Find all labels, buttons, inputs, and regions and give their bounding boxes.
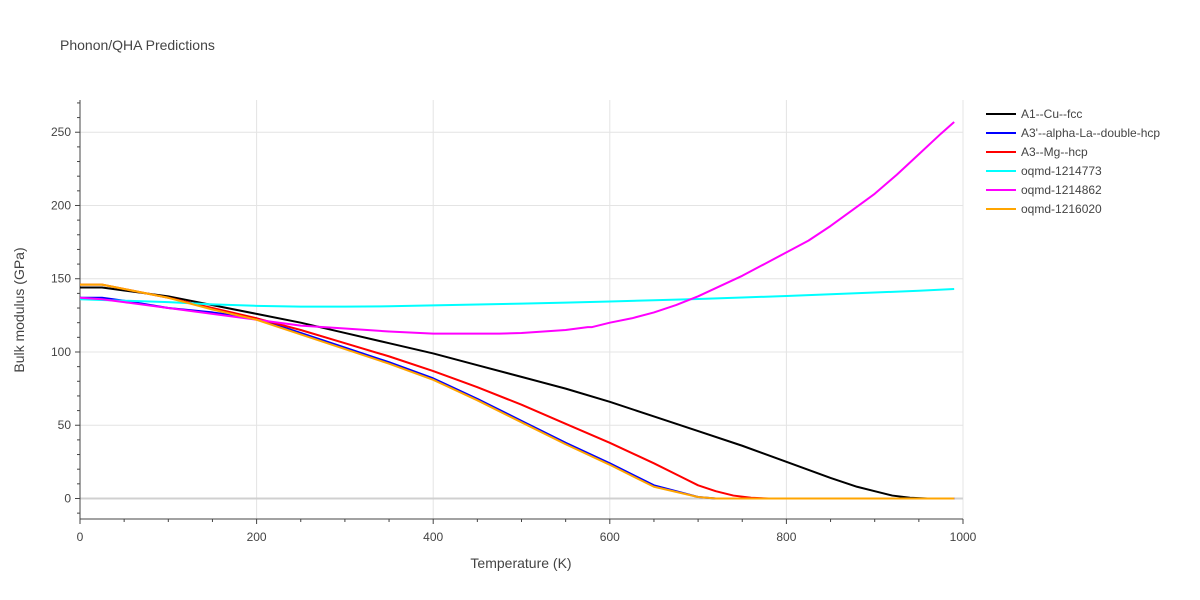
y-axis-label: Bulk modulus (GPa)	[11, 247, 27, 372]
legend-item[interactable]: A1--Cu--fcc	[986, 107, 1082, 121]
x-tick-label: 800	[776, 530, 796, 544]
legend-label: A3'--alpha-La--double-hcp	[1021, 126, 1160, 140]
x-tick-label: 0	[77, 530, 84, 544]
series-line-4	[79, 287, 955, 308]
series-line-5	[79, 121, 955, 335]
y-tick-label: 250	[51, 125, 71, 139]
x-tick-label: 600	[600, 530, 620, 544]
legend-item[interactable]: oqmd-1216020	[986, 202, 1102, 216]
y-tick-label: 50	[58, 418, 72, 432]
y-tick-label: 200	[51, 198, 71, 212]
x-tick-label: 400	[423, 530, 443, 544]
legend-item[interactable]: A3--Mg--hcp	[986, 145, 1088, 159]
x-tick-label: 200	[247, 530, 267, 544]
series-line-6	[80, 283, 955, 500]
legend-item[interactable]: oqmd-1214862	[986, 183, 1102, 197]
legend-label: oqmd-1214773	[1021, 164, 1102, 178]
x-tick-label: 1000	[950, 530, 977, 544]
legend-label: oqmd-1214862	[1021, 183, 1102, 197]
x-axis-label: Temperature (K)	[470, 555, 571, 571]
y-tick-label: 150	[51, 272, 71, 286]
legend-label: oqmd-1216020	[1021, 202, 1102, 216]
legend-label: A3--Mg--hcp	[1021, 145, 1088, 159]
legend: A1--Cu--fcc A3'--alpha-La--double-hcp A3--…	[986, 107, 1160, 216]
y-tick-label: 0	[64, 491, 71, 505]
tick-layer: 0 200 400 600 800 1000 0 50 100 150 200 250	[51, 102, 977, 544]
legend-label: A1--Cu--fcc	[1021, 107, 1082, 121]
legend-item[interactable]: oqmd-1214773	[986, 164, 1102, 178]
legend-item[interactable]: A3'--alpha-La--double-hcp	[986, 126, 1160, 140]
grid-layer	[80, 100, 964, 519]
series-layer	[79, 121, 955, 500]
chart-title: Phonon/QHA Predictions	[60, 37, 215, 53]
y-tick-label: 100	[51, 345, 71, 359]
